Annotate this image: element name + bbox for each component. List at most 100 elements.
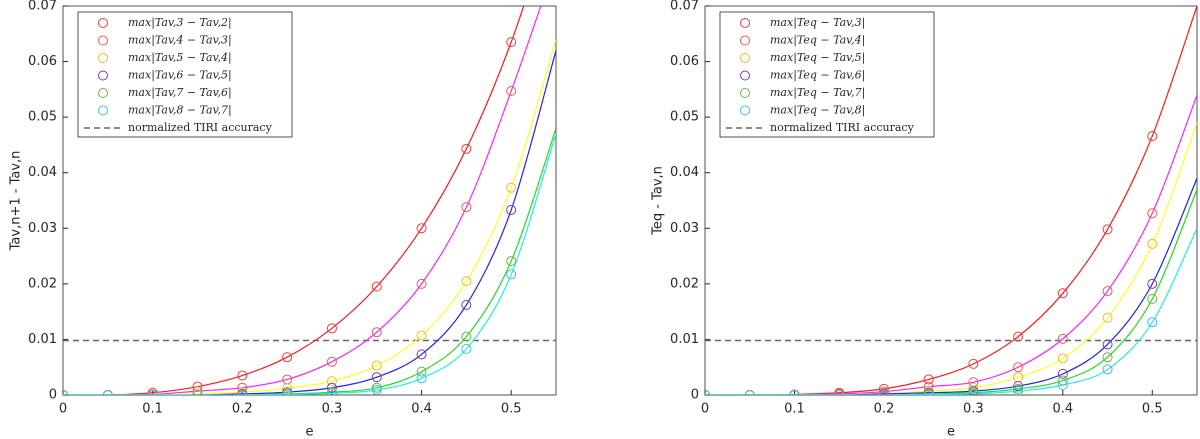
- marker: [371, 372, 382, 383]
- marker: [1102, 286, 1113, 297]
- y-tick-label: 0.01: [28, 332, 57, 347]
- marker: [192, 386, 203, 395]
- marker: [1057, 379, 1068, 390]
- legend-marker: [98, 88, 108, 98]
- marker: [461, 143, 472, 154]
- marker: [1102, 339, 1113, 350]
- legend-marker: [98, 105, 108, 116]
- y-tick-label: 0.05: [28, 110, 57, 125]
- marker: [1147, 278, 1158, 289]
- x-tick-label: 0.2: [232, 402, 253, 417]
- marker: [416, 349, 427, 360]
- marker: [506, 182, 517, 193]
- marker: [968, 382, 979, 393]
- marker: [282, 352, 293, 363]
- x-tick-label: 0.1: [784, 402, 805, 417]
- y-tick-label: 0.06: [28, 54, 57, 69]
- marker: [461, 202, 472, 213]
- y-tick-label: 0.07: [670, 0, 699, 14]
- y-tick-label: 0.03: [28, 221, 57, 236]
- marker: [878, 383, 889, 394]
- marker: [461, 331, 472, 342]
- legend-box: [77, 11, 293, 138]
- marker: [1013, 386, 1024, 395]
- x-tick-label: 0.5: [1142, 402, 1163, 417]
- x-tick-label: 0.3: [963, 402, 984, 417]
- marker: [326, 323, 337, 334]
- marker: [923, 381, 934, 392]
- legend-label: max|Teq − Tav,5|: [770, 51, 865, 65]
- legend-label: max|Teq − Tav,8|: [770, 104, 865, 118]
- marker: [506, 269, 517, 280]
- y-tick-label: 0.02: [670, 276, 699, 291]
- marker: [371, 327, 382, 338]
- marker: [1102, 352, 1113, 363]
- legend-marker: [98, 70, 108, 81]
- fit-curve: [63, 128, 556, 395]
- fit-curve: [705, 122, 1197, 395]
- marker: [326, 356, 337, 367]
- legend-label: max|Tav,5 − Tav,4|: [128, 51, 232, 65]
- x-tick-label: 0: [701, 402, 709, 417]
- subplot: 0 0.1 0.2 0.3 0.4 0.5 0 0.01 0.02 0.03 0.04 0.05 0.0…: [651, 0, 1198, 439]
- marker: [416, 223, 427, 234]
- subplot: 0 0.1 0.2 0.3 0.4 0.5 0 0.01 0.02 0.03 0.04 0.05 0.0…: [9, 0, 557, 439]
- y-tick-label: 0: [691, 388, 699, 403]
- fit-curve: [705, 94, 1197, 395]
- marker: [1057, 353, 1068, 364]
- legend: max|Teq − Tav,3| max|Teq − Tav,4| max|Teq …: [719, 11, 935, 138]
- marker: [1147, 293, 1158, 304]
- marker: [968, 358, 979, 369]
- marker: [923, 374, 934, 385]
- marker: [1147, 317, 1158, 328]
- legend-marker: [740, 35, 750, 46]
- plot-content: [705, 6, 1197, 395]
- fit-curve: [705, 178, 1197, 395]
- x-tick-label: 0.4: [411, 402, 432, 417]
- y-axis-label: Teq - Tav,n: [651, 166, 666, 236]
- x-tick-label: 0.3: [322, 402, 343, 417]
- marker: [237, 370, 248, 381]
- marker: [1057, 368, 1068, 379]
- marker: [371, 384, 382, 395]
- y-tick-label: 0.06: [670, 54, 699, 69]
- marker: [1057, 375, 1068, 386]
- legend-label: max|Tav,6 − Tav,5|: [128, 69, 232, 83]
- marker: [102, 390, 113, 395]
- marker: [968, 388, 979, 395]
- marker: [1013, 383, 1024, 394]
- marker: [506, 256, 517, 267]
- x-tick-label: 0.4: [1052, 402, 1073, 417]
- x-axis-label: e: [306, 425, 314, 439]
- marker: [1102, 312, 1113, 323]
- plot-content: [63, 6, 556, 395]
- x-tick-label: 0.2: [874, 402, 895, 417]
- marker: [878, 390, 889, 395]
- marker: [371, 281, 382, 292]
- x-axis-label: e: [947, 425, 955, 439]
- legend-marker: [98, 53, 108, 63]
- legend-label: max|Tav,3 − Tav,2|: [128, 16, 232, 30]
- marker: [506, 86, 517, 97]
- marker: [1013, 381, 1024, 392]
- legend-label: max|Teq − Tav,4|: [770, 34, 865, 48]
- x-tick-label: 0.1: [142, 402, 163, 417]
- fit-curve: [705, 228, 1197, 395]
- marker: [237, 390, 248, 395]
- legend-marker: [98, 35, 108, 46]
- marker: [461, 276, 472, 287]
- legend-label: max|Teq − Tav,7|: [770, 86, 865, 100]
- legend-label: max|Teq − Tav,6|: [770, 69, 865, 83]
- marker: [1102, 224, 1113, 235]
- marker: [416, 373, 427, 384]
- legend-marker: [740, 88, 750, 98]
- marker: [282, 383, 293, 394]
- fit-curve: [63, 133, 556, 395]
- marker: [371, 360, 382, 371]
- marker: [1147, 208, 1158, 219]
- marker: [744, 390, 755, 395]
- marker: [923, 389, 934, 395]
- legend-label: normalized TIRI accuracy: [770, 121, 915, 134]
- marker: [789, 390, 800, 395]
- legend-box: [719, 11, 935, 138]
